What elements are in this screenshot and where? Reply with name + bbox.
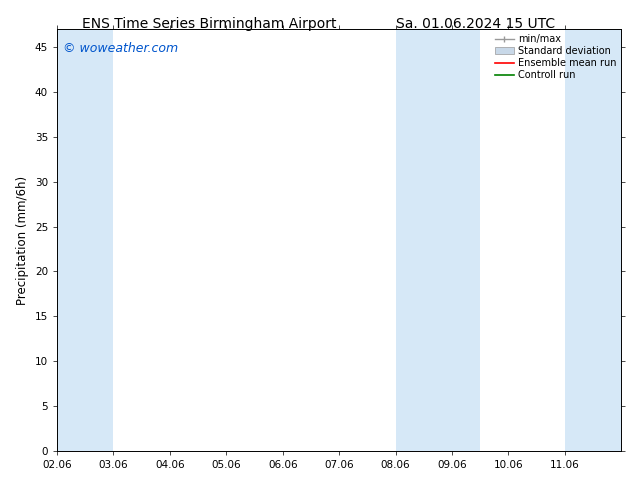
Text: ENS Time Series Birmingham Airport: ENS Time Series Birmingham Airport	[82, 17, 337, 31]
Bar	[57, 29, 113, 451]
Bar	[396, 29, 481, 451]
Y-axis label: Precipitation (mm/6h): Precipitation (mm/6h)	[16, 175, 29, 305]
Legend: min/max, Standard deviation, Ensemble mean run, Controll run: min/max, Standard deviation, Ensemble me…	[492, 31, 619, 83]
Text: Sa. 01.06.2024 15 UTC: Sa. 01.06.2024 15 UTC	[396, 17, 555, 31]
Bar	[565, 29, 621, 451]
Text: © woweather.com: © woweather.com	[63, 42, 178, 55]
